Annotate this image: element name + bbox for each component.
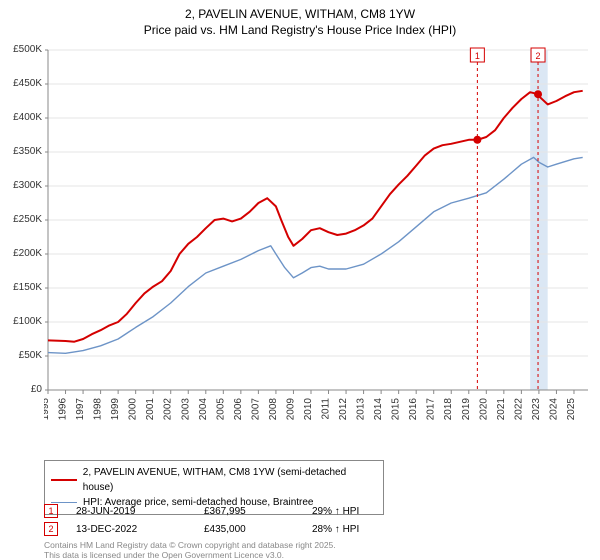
svg-text:1997: 1997 [75,398,86,421]
svg-text:2016: 2016 [408,398,419,421]
sale-1-date: 28-JUN-2019 [76,506,186,517]
footer-attribution: Contains HM Land Registry data © Crown c… [44,540,336,560]
svg-text:2019: 2019 [461,398,472,421]
svg-text:2022: 2022 [513,398,524,421]
svg-text:2002: 2002 [163,398,174,421]
svg-text:2014: 2014 [373,398,384,421]
footer-line-1: Contains HM Land Registry data © Crown c… [44,540,336,550]
svg-text:2009: 2009 [285,398,296,421]
svg-text:2015: 2015 [391,398,402,421]
svg-text:1999: 1999 [110,398,121,421]
svg-text:2006: 2006 [233,398,244,421]
sales-table: 1 28-JUN-2019 £367,995 29% ↑ HPI 2 13-DE… [44,502,402,538]
y-tick-label: £300K [2,180,42,191]
sale-1-delta: 29% ↑ HPI [312,506,402,517]
title-address: 2, PAVELIN AVENUE, WITHAM, CM8 1YW [0,6,600,22]
svg-text:2004: 2004 [198,398,209,421]
sale-row-1: 1 28-JUN-2019 £367,995 29% ↑ HPI [44,502,402,520]
chart-svg: 1995 1996 1997 1998 1999 2000 2001 2002 2003 2004… [44,44,592,424]
y-tick-label: £150K [2,282,42,293]
y-tick-label: £0 [2,384,42,395]
sale-marker-2-num: 2 [48,524,53,534]
y-tick-label: £200K [2,248,42,259]
svg-text:2000: 2000 [128,398,139,421]
svg-text:2007: 2007 [250,398,261,421]
footer-line-2: This data is licensed under the Open Gov… [44,550,336,560]
legend-swatch-1 [51,479,77,481]
y-tick-label: £400K [2,112,42,123]
svg-text:2008: 2008 [268,398,279,421]
chart-plot-area: 1995 1996 1997 1998 1999 2000 2001 2002 2003 2004… [44,44,592,424]
chart-title: 2, PAVELIN AVENUE, WITHAM, CM8 1YW Price… [0,0,600,38]
chart-container: 2, PAVELIN AVENUE, WITHAM, CM8 1YW Price… [0,0,600,560]
svg-text:1998: 1998 [93,398,104,421]
svg-text:2005: 2005 [215,398,226,421]
legend-label-1: 2, PAVELIN AVENUE, WITHAM, CM8 1YW (semi… [83,465,377,495]
svg-text:1996: 1996 [58,398,69,421]
svg-text:2012: 2012 [338,398,349,421]
y-tick-label: £350K [2,146,42,157]
svg-text:1: 1 [475,51,480,61]
svg-text:2011: 2011 [321,398,332,420]
title-subtitle: Price paid vs. HM Land Registry's House … [0,22,600,38]
y-tick-label: £100K [2,316,42,327]
svg-text:2018: 2018 [443,398,454,421]
svg-text:2020: 2020 [478,398,489,421]
svg-text:2001: 2001 [145,398,156,421]
y-tick-label: £450K [2,78,42,89]
svg-text:2023: 2023 [531,398,542,421]
y-tick-label: £250K [2,214,42,225]
legend-row-price-paid: 2, PAVELIN AVENUE, WITHAM, CM8 1YW (semi… [51,465,377,495]
y-tick-label: £500K [2,44,42,55]
svg-text:2025: 2025 [566,398,577,421]
sale-row-2: 2 13-DEC-2022 £435,000 28% ↑ HPI [44,520,402,538]
svg-text:2003: 2003 [180,398,191,421]
sale-2-price: £435,000 [204,524,294,535]
sale-2-date: 13-DEC-2022 [76,524,186,535]
svg-text:2024: 2024 [548,398,559,421]
svg-text:2010: 2010 [303,398,314,421]
svg-text:2017: 2017 [426,398,437,421]
sale-2-delta: 28% ↑ HPI [312,524,402,535]
y-tick-label: £50K [2,350,42,361]
sale-1-price: £367,995 [204,506,294,517]
sale-marker-2: 2 [44,522,58,536]
svg-text:1995: 1995 [44,398,51,421]
sale-marker-1: 1 [44,504,58,518]
sale-marker-1-num: 1 [48,506,53,516]
svg-text:2: 2 [536,51,541,61]
svg-text:2013: 2013 [356,398,367,421]
svg-text:2021: 2021 [496,398,507,421]
